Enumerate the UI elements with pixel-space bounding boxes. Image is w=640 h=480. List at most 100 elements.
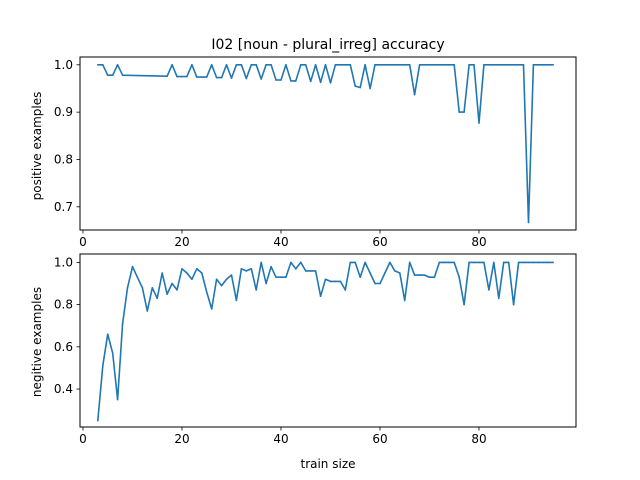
data-point-positive-5 [121, 74, 124, 76]
data-point-positive-49 [379, 64, 381, 66]
data-point-positive-71 [488, 64, 490, 66]
x-tick-label-negative-3: 60 [372, 432, 387, 446]
y-axis-label-positive: positive examples [30, 92, 44, 201]
data-point-negative-54 [364, 261, 366, 264]
data-point-negative-84 [512, 303, 515, 306]
x-tick-label-positive-4: 80 [471, 235, 486, 249]
data-point-negative-28 [235, 299, 238, 302]
data-point-negative-38 [285, 276, 287, 279]
data-point-positive-66 [463, 111, 465, 113]
data-point-positive-81 [537, 64, 540, 66]
data-point-negative-26 [225, 278, 228, 281]
data-point-positive-45 [359, 86, 362, 89]
data-point-positive-75 [507, 64, 510, 66]
data-point-positive-55 [408, 64, 411, 66]
data-point-negative-81 [498, 297, 500, 300]
data-point-positive-17 [220, 76, 223, 79]
data-point-positive-65 [458, 111, 461, 113]
axes-frame-negative [79, 253, 577, 428]
data-point-negative-27 [230, 274, 233, 276]
y-tick-label-positive-3: 1.0 [54, 58, 73, 72]
data-point-negative-5 [121, 322, 124, 325]
data-point-negative-79 [488, 289, 490, 291]
data-point-negative-32 [255, 289, 257, 291]
data-point-negative-31 [250, 268, 253, 270]
data-point-positive-37 [319, 81, 322, 84]
ticks-negative: 0 20 40 60 80 0.4 0.6 0.8 1.0 [54, 255, 487, 446]
data-point-negative-9 [141, 287, 144, 289]
data-point-negative-36 [275, 276, 277, 279]
data-point-positive-82 [542, 64, 545, 66]
data-point-positive-28 [275, 79, 277, 81]
data-point-positive-52 [394, 64, 396, 66]
data-point-positive-40 [334, 64, 337, 66]
data-point-negative-60 [394, 270, 396, 272]
data-point-negative-74 [463, 303, 465, 306]
data-point-negative-66 [423, 274, 426, 276]
data-point-positive-36 [314, 64, 317, 66]
data-point-positive-53 [399, 64, 401, 66]
data-point-negative-35 [270, 265, 272, 268]
data-point-negative-16 [176, 289, 178, 291]
data-point-positive-16 [215, 76, 218, 79]
data-point-positive-64 [453, 64, 456, 66]
data-point-negative-15 [171, 282, 173, 285]
data-point-negative-12 [156, 297, 158, 300]
data-point-negative-69 [438, 261, 441, 264]
data-point-negative-71 [448, 261, 451, 264]
data-point-positive-18 [225, 64, 228, 66]
data-point-positive-67 [468, 64, 470, 66]
data-point-negative-13 [161, 272, 163, 274]
data-point-positive-0 [97, 64, 99, 66]
data-point-negative-92 [552, 261, 554, 264]
data-point-positive-34 [304, 64, 307, 66]
data-point-negative-50 [344, 289, 347, 291]
data-point-positive-63 [448, 64, 451, 66]
x-tick-label-negative-4: 80 [471, 432, 486, 446]
data-point-negative-51 [349, 261, 352, 264]
data-point-positive-80 [532, 64, 535, 66]
y-tick-label-negative-0: 0.4 [54, 382, 73, 396]
data-point-positive-30 [285, 64, 287, 66]
data-point-negative-10 [146, 310, 149, 312]
y-tick-label-positive-0: 0.7 [54, 200, 73, 214]
data-point-negative-64 [413, 274, 416, 276]
data-point-negative-53 [359, 276, 362, 279]
data-point-positive-79 [527, 221, 530, 224]
data-point-positive-23 [250, 64, 253, 66]
data-point-negative-3 [111, 352, 114, 355]
data-point-negative-61 [399, 272, 401, 274]
data-point-negative-57 [379, 282, 381, 285]
data-point-positive-58 [423, 64, 426, 66]
data-point-positive-47 [369, 87, 371, 90]
data-point-negative-4 [116, 398, 119, 401]
data-point-negative-21 [201, 272, 203, 274]
data-point-negative-77 [478, 261, 480, 264]
data-point-negative-59 [389, 261, 391, 264]
data-point-positive-20 [235, 64, 238, 66]
x-tick-label-negative-1: 20 [174, 432, 189, 446]
x-tick-label-negative-2: 40 [273, 432, 288, 446]
data-point-positive-68 [473, 64, 475, 66]
data-point-negative-86 [522, 261, 525, 264]
data-point-negative-46 [324, 278, 327, 281]
y-tick-label-positive-2: 0.9 [54, 105, 73, 119]
data-point-positive-70 [483, 64, 485, 66]
data-point-positive-61 [438, 64, 441, 66]
data-point-positive-3 [111, 74, 114, 76]
x-tick-label-positive-3: 60 [372, 235, 387, 249]
data-point-negative-58 [384, 272, 386, 274]
data-point-negative-62 [403, 299, 406, 302]
data-point-positive-42 [344, 64, 347, 66]
data-point-positive-62 [443, 64, 446, 66]
data-point-positive-19 [230, 77, 233, 79]
data-point-positive-38 [324, 64, 327, 66]
data-point-negative-20 [196, 268, 198, 270]
data-point-negative-82 [502, 261, 505, 264]
data-point-negative-65 [418, 274, 421, 276]
data-point-positive-12 [196, 76, 198, 78]
subplot-negative: 0 20 40 60 800.40.60.81.0 negitive examples … [30, 253, 577, 471]
data-point-positive-48 [374, 64, 376, 66]
